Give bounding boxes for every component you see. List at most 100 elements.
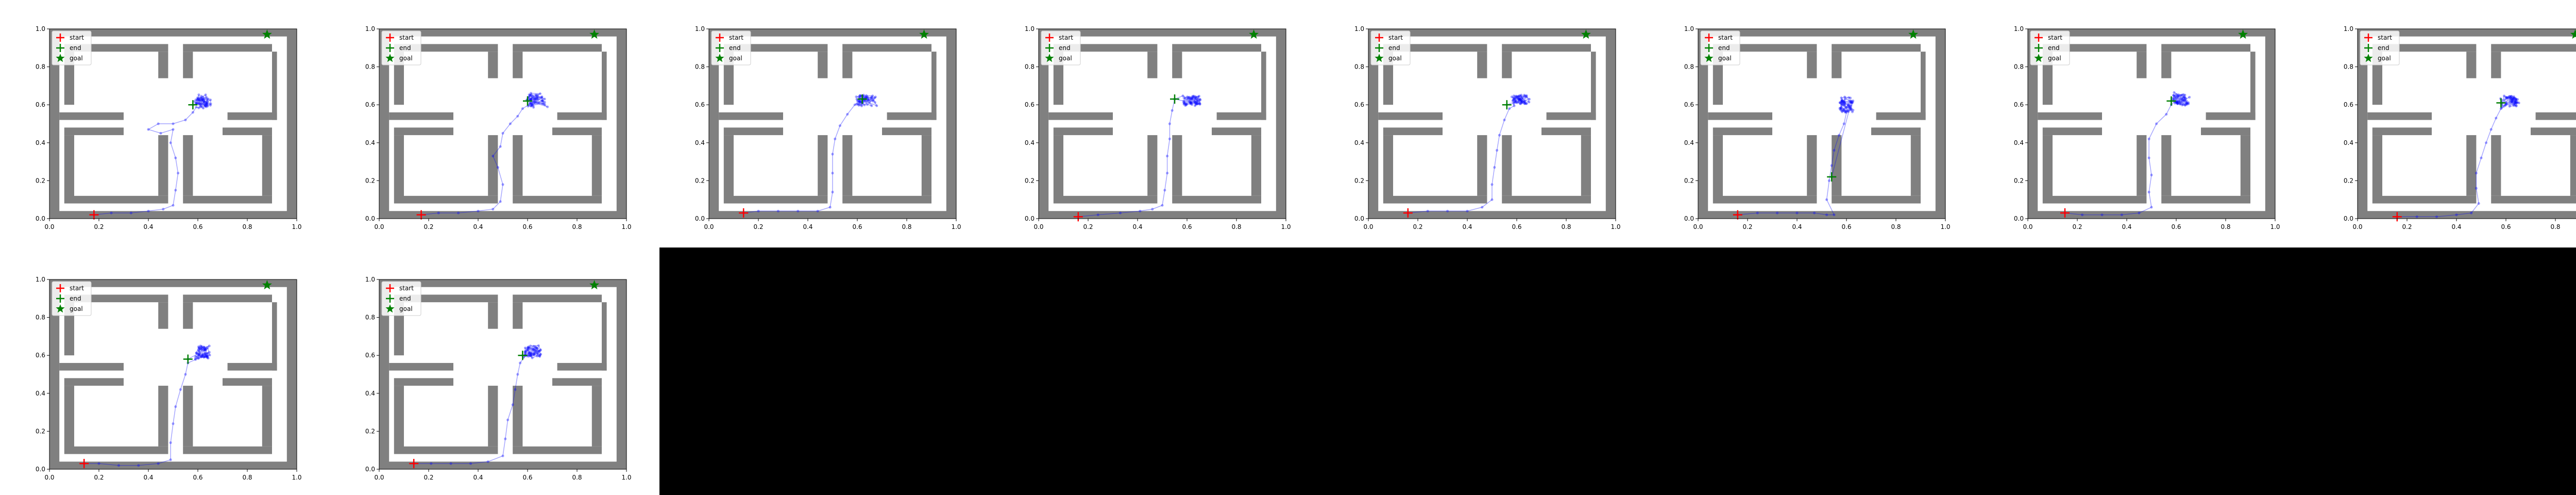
legend-start-label: start — [70, 34, 84, 41]
trajectory-point — [197, 97, 200, 101]
trajectory-point — [194, 98, 197, 101]
trajectory-point — [529, 354, 532, 357]
trajectory-point — [530, 102, 533, 105]
maze-wall — [1048, 112, 1113, 120]
legend: start end goal — [2030, 30, 2070, 65]
legend-end-marker — [56, 294, 64, 303]
trajectory-point — [1825, 213, 1828, 217]
trajectory-point — [501, 131, 504, 135]
trajectory-point — [523, 350, 527, 353]
trajectory-point — [1191, 96, 1194, 100]
trajectory-point — [1841, 100, 1844, 103]
trajectory-point — [1852, 108, 1855, 112]
legend-goal-label: goal — [1059, 55, 1072, 62]
legend-goal-marker — [1375, 54, 1384, 62]
trajectory-point — [1849, 106, 1852, 109]
legend-box — [1700, 30, 1740, 65]
start-marker — [89, 210, 99, 220]
trajectory-point — [2147, 190, 2150, 194]
maze-wall — [1039, 29, 1049, 219]
trajectory-point — [1199, 98, 1202, 102]
legend-box — [381, 30, 421, 65]
trajectory-point — [1191, 98, 1194, 101]
maze-wall — [1708, 112, 1772, 120]
maze-walls — [1698, 29, 1945, 219]
maze-wall — [513, 386, 523, 447]
y-tick-label: 0.2 — [36, 177, 45, 184]
maze-wall — [158, 302, 168, 329]
trajectory-point — [1510, 95, 1513, 98]
trajectory-point — [457, 211, 460, 214]
trajectory-point — [538, 354, 541, 357]
trajectory-point — [871, 94, 874, 97]
maze-wall — [1063, 44, 1158, 52]
trajectory-point — [1840, 98, 1843, 102]
legend-end-marker — [386, 294, 394, 303]
maze-wall — [286, 29, 297, 219]
trajectory-point — [2489, 128, 2493, 131]
x-tick-label: 0.2 — [423, 474, 433, 481]
trajectory-point — [1190, 96, 1194, 100]
maze-wall — [227, 362, 277, 371]
trajectory-point — [1493, 166, 1496, 169]
maze-wall — [379, 461, 626, 469]
trajectory-point — [533, 352, 536, 355]
trajectory-point — [2184, 97, 2187, 101]
maze-wall — [1368, 29, 1616, 37]
trajectory-point — [201, 102, 205, 105]
maze-wall — [64, 135, 74, 204]
trajectory-point — [117, 464, 120, 467]
trajectory-point — [1843, 102, 1846, 105]
trajectory-point — [202, 346, 206, 349]
maze-wall — [488, 52, 498, 78]
trajectory-point — [2165, 113, 2168, 116]
maze-wall — [1378, 112, 1443, 120]
x-tick-label: 0.4 — [2122, 223, 2131, 230]
x-tick-label: 1.0 — [1281, 223, 1291, 230]
x-tick-label: 1.0 — [292, 223, 301, 230]
x-tick-label: 0.4 — [1462, 223, 1472, 230]
x-tick-label: 1.0 — [2270, 223, 2280, 230]
trajectory-point — [195, 106, 198, 109]
trajectory-point — [205, 105, 208, 108]
trajectory-point — [536, 101, 539, 105]
trajectory-point — [538, 355, 541, 358]
maze-wall — [1261, 52, 1266, 120]
trajectory-point — [857, 102, 860, 105]
x-tick-label: 0.8 — [572, 474, 582, 481]
trajectory-point — [2179, 101, 2182, 104]
maze-wall — [552, 378, 602, 386]
trajectory-point — [202, 355, 206, 359]
trajectory-point — [534, 97, 537, 101]
maze-wall — [1063, 195, 1158, 204]
goal-marker — [1249, 29, 1259, 39]
trajectory-point — [2179, 94, 2182, 97]
trajectory-point — [530, 96, 533, 99]
trajectory-point — [1838, 101, 1842, 104]
end-marker — [1827, 172, 1837, 182]
trajectory-point — [204, 354, 207, 357]
y-tick-label: 0.6 — [36, 352, 45, 359]
y-tick-label: 0.8 — [1354, 63, 1364, 71]
maze-wall — [1053, 135, 1063, 204]
trajectory-point — [862, 93, 865, 96]
legend-box — [2030, 30, 2070, 65]
maze-wall — [513, 446, 602, 454]
trajectory-point — [196, 355, 199, 358]
legend-start-marker — [386, 34, 394, 42]
maze-wall — [2466, 135, 2477, 196]
legend-goal-label: goal — [399, 305, 413, 312]
trajectory-point — [204, 352, 207, 355]
trajectory-point — [1813, 211, 1816, 214]
trajectory-point — [1185, 103, 1188, 106]
trajectory-point — [202, 355, 206, 359]
maze-wall — [227, 112, 277, 120]
maze-wall — [2053, 195, 2147, 204]
trajectory-point — [1851, 101, 1854, 104]
trajectory-point — [1519, 102, 1522, 105]
trajectory-point — [1194, 104, 1197, 107]
trajectory-point — [2512, 103, 2515, 106]
trajectory-point — [865, 100, 868, 103]
trajectory-point — [1528, 101, 1531, 104]
maze-wall — [2038, 112, 2102, 120]
